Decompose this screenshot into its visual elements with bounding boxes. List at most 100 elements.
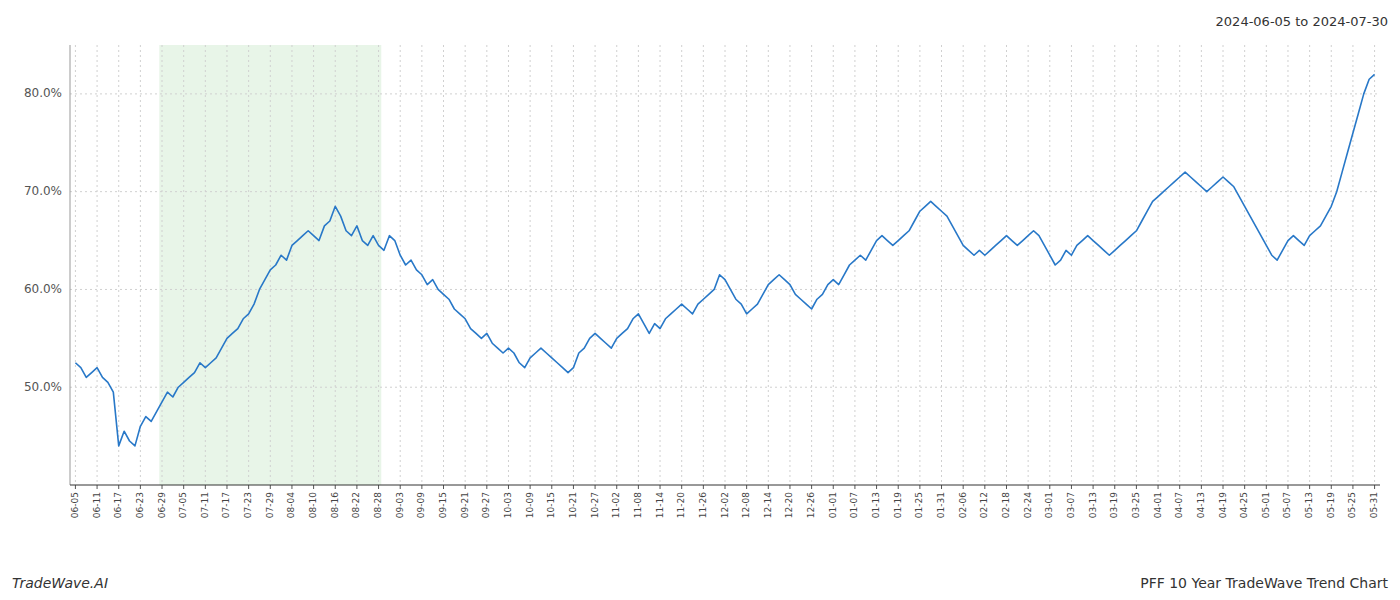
x-tick-label: 06-23 (135, 492, 145, 518)
x-grid-line (75, 45, 76, 485)
x-tick-label: 09-15 (438, 492, 448, 518)
x-tick (75, 485, 76, 489)
x-tick-label: 05-31 (1369, 492, 1379, 518)
y-tick-label: 60.0% (24, 282, 62, 296)
x-grid-line (898, 45, 899, 485)
x-tick (205, 485, 206, 489)
x-tick (97, 485, 98, 489)
x-tick (595, 485, 596, 489)
x-tick (703, 485, 704, 489)
x-grid-line (205, 45, 206, 485)
x-grid-line (97, 45, 98, 485)
x-tick-label: 03-07 (1066, 492, 1076, 518)
x-tick (963, 485, 964, 489)
x-grid-line (183, 45, 184, 485)
x-grid-line (1287, 45, 1288, 485)
x-tick (768, 485, 769, 489)
x-grid-line (140, 45, 141, 485)
grid (70, 45, 1380, 485)
x-grid-line (811, 45, 812, 485)
x-grid-line (768, 45, 769, 485)
x-grid-line (508, 45, 509, 485)
x-axis-line (70, 485, 1380, 486)
x-tick (1287, 485, 1288, 489)
x-tick-label: 02-24 (1023, 492, 1033, 518)
x-grid-line (746, 45, 747, 485)
x-grid-line (1006, 45, 1007, 485)
x-tick-label: 01-13 (871, 492, 881, 518)
x-tick-label: 06-17 (113, 492, 123, 518)
x-tick (1093, 485, 1094, 489)
x-tick (313, 485, 314, 489)
x-tick (1244, 485, 1245, 489)
y-grid-line (70, 93, 1380, 94)
x-grid-line (681, 45, 682, 485)
x-tick-label: 09-21 (460, 492, 470, 518)
x-tick-label: 04-19 (1218, 492, 1228, 518)
x-tick (465, 485, 466, 489)
x-tick-label: 07-23 (243, 492, 253, 518)
x-tick-label: 06-05 (70, 492, 80, 518)
x-grid-line (984, 45, 985, 485)
x-tick (1158, 485, 1159, 489)
x-grid-line (854, 45, 855, 485)
x-grid-line (941, 45, 942, 485)
chart-container: 50.0%60.0%70.0%80.0%06-0506-1106-1706-23… (0, 0, 1400, 600)
x-grid-line (573, 45, 574, 485)
x-grid-line (400, 45, 401, 485)
x-tick-label: 03-13 (1088, 492, 1098, 518)
x-tick (919, 485, 920, 489)
title: PFF 10 Year TradeWave Trend Chart (1140, 575, 1388, 591)
x-grid-line (270, 45, 271, 485)
x-tick (660, 485, 661, 489)
x-tick (833, 485, 834, 489)
x-tick (941, 485, 942, 489)
y-tick-label: 70.0% (24, 184, 62, 198)
x-grid-line (919, 45, 920, 485)
x-grid-line (1244, 45, 1245, 485)
x-tick-label: 05-01 (1261, 492, 1271, 518)
y-tick-label: 50.0% (24, 380, 62, 394)
annotation: TradeWave.AI (12, 575, 108, 591)
x-tick-label: 09-09 (416, 492, 426, 518)
x-tick-label: 01-19 (893, 492, 903, 518)
x-tick (854, 485, 855, 489)
x-tick (1028, 485, 1029, 489)
x-grid-line (1352, 45, 1353, 485)
x-tick-label: 04-13 (1196, 492, 1206, 518)
x-tick (1136, 485, 1137, 489)
x-tick (530, 485, 531, 489)
chart-svg: 50.0%60.0%70.0%80.0%06-0506-1106-1706-23… (0, 0, 1400, 600)
x-grid-line (378, 45, 379, 485)
x-grid-line (1071, 45, 1072, 485)
x-tick-label: 10-03 (503, 492, 513, 518)
x-grid-line (1136, 45, 1137, 485)
x-tick (226, 485, 227, 489)
x-tick (118, 485, 119, 489)
x-tick-label: 07-29 (265, 492, 275, 518)
x-tick-label: 04-07 (1174, 492, 1184, 518)
x-tick-label: 09-03 (395, 492, 405, 518)
x-tick (1223, 485, 1224, 489)
x-tick (1266, 485, 1267, 489)
x-grid-line (335, 45, 336, 485)
x-grid-line (1028, 45, 1029, 485)
x-tick-label: 02-06 (958, 492, 968, 518)
x-tick (746, 485, 747, 489)
x-grid-line (226, 45, 227, 485)
x-tick (421, 485, 422, 489)
x-grid-line (703, 45, 704, 485)
x-tick (876, 485, 877, 489)
x-tick-label: 11-20 (676, 492, 686, 518)
x-grid-line (1309, 45, 1310, 485)
x-grid-line (291, 45, 292, 485)
x-tick (573, 485, 574, 489)
x-tick-label: 08-16 (330, 492, 340, 518)
x-tick-label: 10-27 (590, 492, 600, 518)
x-tick-label: 12-26 (806, 492, 816, 518)
series-group (75, 74, 1374, 446)
x-grid-line (118, 45, 119, 485)
x-tick (335, 485, 336, 489)
x-tick-label: 05-07 (1282, 492, 1292, 518)
x-tick (486, 485, 487, 489)
